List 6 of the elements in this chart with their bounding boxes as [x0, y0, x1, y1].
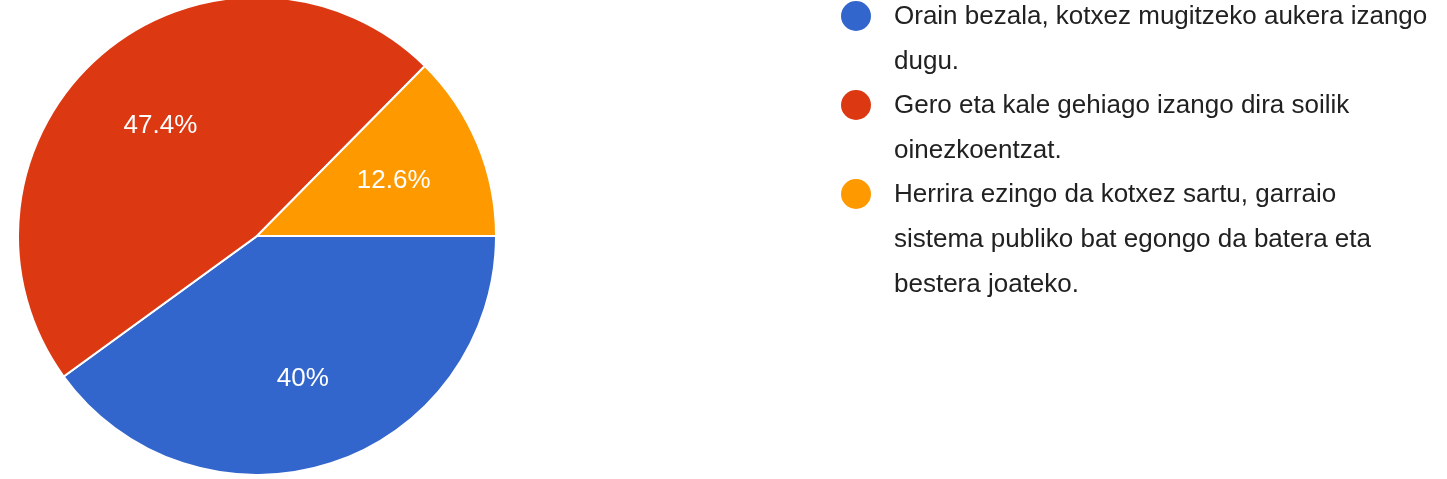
data-label: 47.4%: [123, 108, 198, 139]
data-label: 40%: [276, 361, 329, 392]
legend-label: Orain bezala, kotxez mugitzeko aukera izango dugu.: [894, 0, 1429, 77]
legend-label: Herrira ezingo da kotxez sartu, garraio sistema publiko bat egongo da batera eta bestera joateko.: [894, 177, 1372, 300]
data-label: 12.6%: [356, 163, 431, 194]
legend-label: Gero eta kale gehiago izango dira soilik oinezkoentzat.: [894, 88, 1351, 166]
